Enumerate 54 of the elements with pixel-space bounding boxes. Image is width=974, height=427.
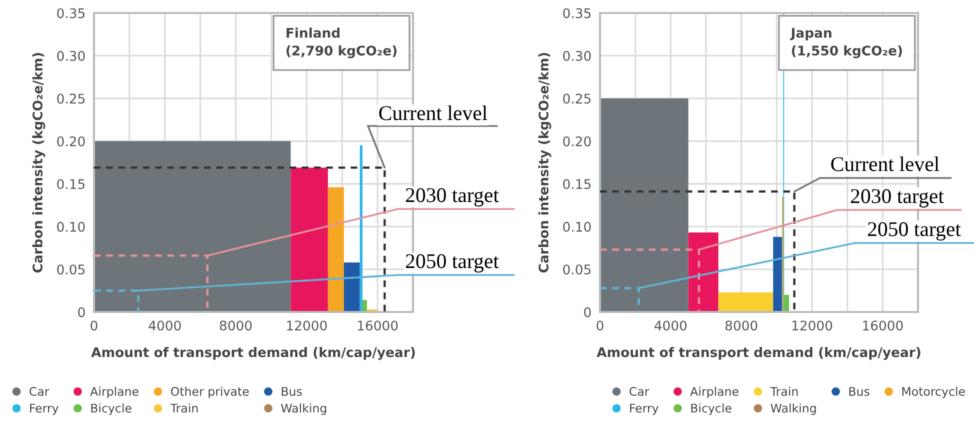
text: 2030 target	[850, 189, 944, 208]
y-tick-label: 0.20	[57, 136, 85, 146]
x-tick-label: 0	[596, 320, 604, 331]
text: 2030 target	[406, 188, 499, 206]
legend-label: Airplane	[90, 386, 138, 398]
y-axis-title: Carbon intensity (kgCO₂e/km)	[538, 52, 552, 272]
y-tick-label: 0	[584, 307, 591, 318]
annotation: Japan (1,550 kgCO₂e)	[790, 28, 902, 58]
y-tick-label: 0.35	[563, 8, 591, 18]
y-tick-label: 0.10	[57, 222, 85, 232]
y-tick-label: 0.30	[563, 50, 591, 61]
y-tick-label: 0.30	[57, 50, 85, 61]
x-tick-label: 12000	[792, 320, 832, 331]
y-tick-label: 0.05	[57, 264, 85, 274]
y-tick-label: 0.10	[563, 222, 591, 232]
legend-label: Ferry	[30, 404, 58, 415]
y-axis-title: Carbon intensity (kgCO₂e/km)	[32, 52, 46, 272]
annotation: Finland (2,790 kgCO₂e)	[286, 28, 397, 58]
y-tick-label: 0.15	[563, 179, 591, 190]
legend-label: Motorcycle	[902, 386, 965, 398]
legend-label: Bus	[282, 387, 302, 396]
legend-label: Train	[770, 386, 798, 396]
x-tick-label: 8000	[220, 320, 252, 331]
y-tick-label: 0.05	[563, 264, 591, 274]
text: Current level	[831, 156, 940, 172]
legend-label: Car	[30, 386, 50, 396]
text: 2050 target	[406, 254, 499, 272]
text: Current level	[379, 106, 488, 120]
legend-label: Ferry	[630, 404, 658, 415]
y-tick-label: 0.25	[57, 94, 85, 104]
x-axis-title: Amount of transport demand (km/cap/year)	[596, 346, 920, 360]
y-tick-label: 0	[78, 307, 85, 318]
legend-label: Airplane	[690, 386, 738, 398]
legend-label: Train	[170, 403, 198, 413]
legend-label: Walking	[770, 403, 816, 415]
legend-label: Car	[630, 386, 650, 396]
x-tick-label: 0	[90, 320, 98, 331]
text: 2050 target	[868, 222, 961, 240]
y-tick-label: 0.15	[57, 179, 85, 190]
legend-label: Other private	[171, 386, 249, 398]
x-tick-label: 4000	[654, 320, 687, 331]
x-tick-label: 16000	[358, 320, 398, 331]
y-tick-label: 0.20	[563, 136, 591, 146]
x-axis-title: Amount of transport demand (km/cap/year)	[91, 346, 415, 360]
y-tick-label: 0.35	[57, 8, 85, 18]
legend-label: Walking	[281, 403, 326, 415]
x-tick-label: 16000	[863, 320, 903, 331]
y-tick-label: 0.25	[563, 94, 591, 104]
x-tick-label: 8000	[725, 320, 758, 331]
legend-label: Bicycle	[691, 403, 732, 415]
legend-label: Bus	[849, 387, 870, 396]
x-tick-label: 4000	[148, 320, 181, 331]
legend-label: Bicycle	[91, 403, 132, 415]
x-tick-label: 12000	[287, 320, 327, 331]
